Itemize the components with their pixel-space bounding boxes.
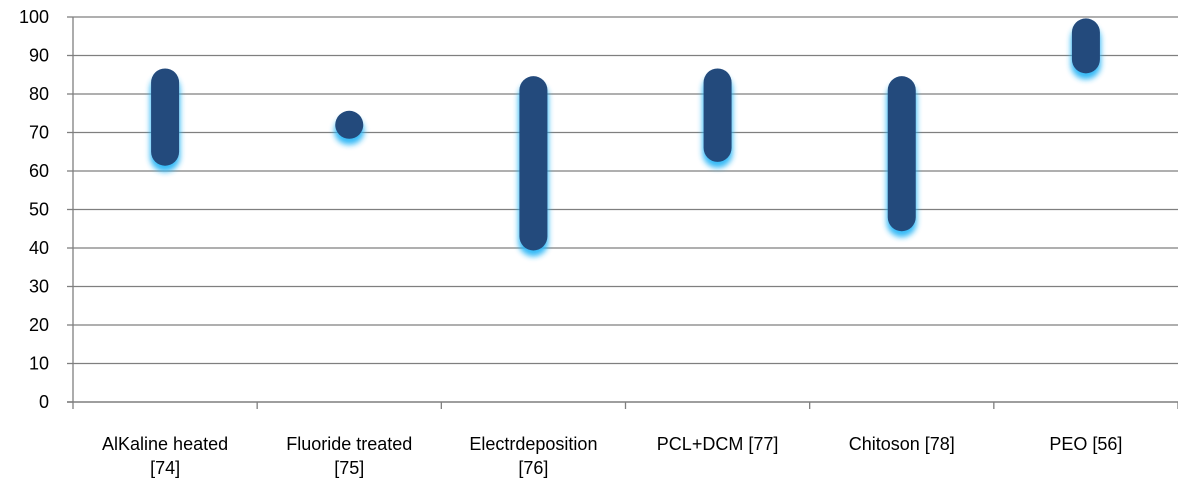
category-label: Electrdeposition [76] [469,434,597,478]
range-bar-body [151,68,180,166]
range-bar [150,68,181,172]
range-bar-body [887,76,916,232]
range-bar [702,68,733,168]
range-bar [886,76,917,238]
y-tick-label: 60 [29,161,49,181]
y-tick-label: 70 [29,123,49,143]
x-axis: AlKaline heated [74] Fluoride treated [75] E… [67,401,1178,478]
range-bar [334,110,365,145]
range-bar [1070,18,1101,80]
range-bar-body [703,68,732,162]
y-tick-label: 40 [29,238,49,258]
category-label: PCL+DCM [77] [657,434,779,454]
range-bar-body [519,76,548,251]
y-tick-label: 30 [29,277,49,297]
range-bar [518,76,549,257]
range-bar-body [1071,18,1100,74]
y-tick-label: 10 [29,354,49,374]
y-tick-label: 20 [29,315,49,335]
range-bars [150,18,1101,257]
category-label: Chitoson [78] [849,434,955,454]
gridlines [73,16,1178,365]
y-axis: 0 10 20 30 40 50 60 70 80 90 100 [19,7,74,412]
range-bar-body [335,110,364,139]
category-label: PEO [56] [1049,434,1122,454]
category-label: AlKaline heated [74] [102,434,228,478]
y-tick-label: 80 [29,84,49,104]
y-tick-label: 90 [29,46,49,66]
category-label: Fluoride treated [75] [286,434,412,478]
y-tick-label: 0 [39,392,49,412]
y-tick-label: 50 [29,200,49,220]
y-tick-label: 100 [19,7,49,27]
